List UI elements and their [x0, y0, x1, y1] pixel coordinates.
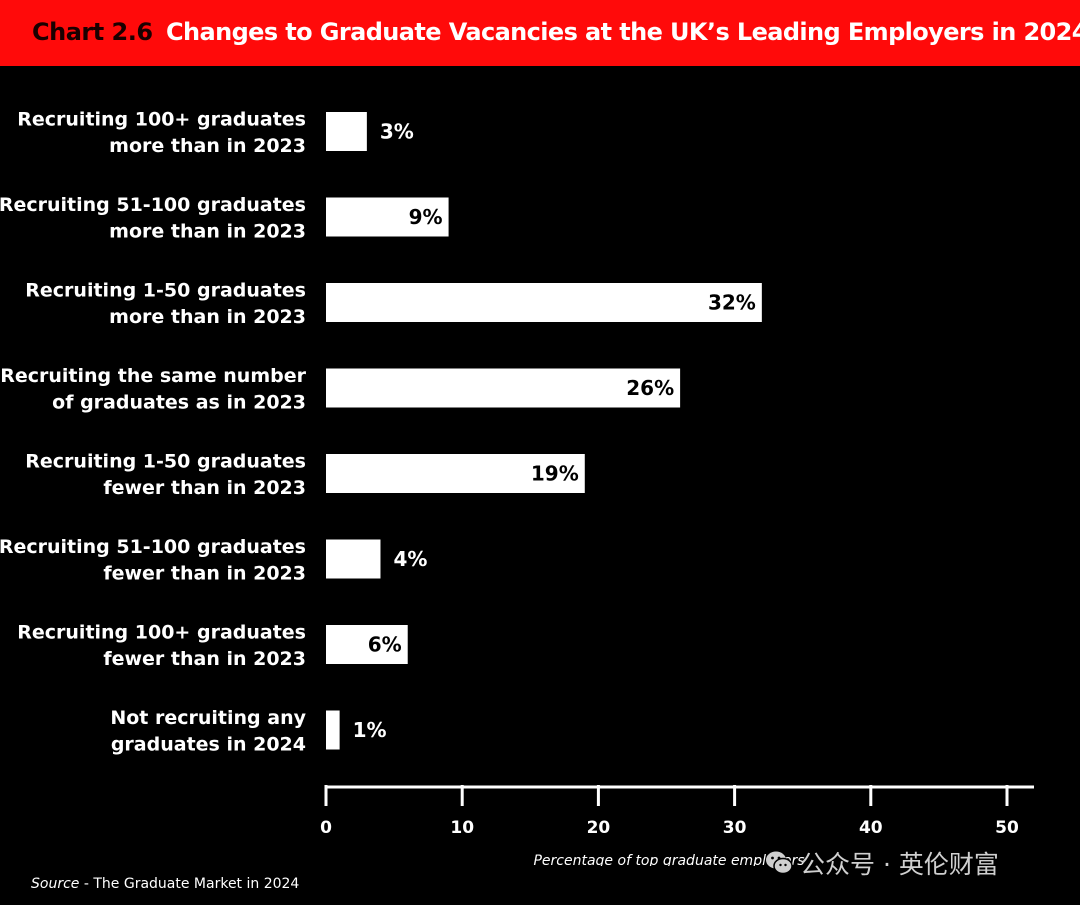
wechat-icon: [766, 851, 793, 875]
data-label: 6%: [368, 633, 402, 657]
bar: [326, 454, 585, 493]
data-label: 1%: [353, 718, 387, 742]
bar: [326, 112, 367, 151]
data-label: 3%: [380, 120, 414, 144]
data-label: 32%: [708, 291, 756, 315]
x-tick-label: 0: [320, 818, 332, 838]
category-label: Recruiting 100+ graduates fewer than in 2…: [17, 622, 306, 671]
source-text: - The Graduate Market in 2024: [79, 876, 300, 892]
bar: [326, 283, 762, 322]
category-label: Recruiting 1-50 graduates fewer than in 2…: [25, 451, 306, 500]
bar: [326, 368, 681, 408]
bar: [326, 197, 449, 237]
x-tick-label: 50: [995, 818, 1019, 838]
bar: [326, 539, 381, 579]
bars-group: Recruiting 100+ graduates more than in 20…: [0, 109, 762, 756]
data-label: 9%: [409, 205, 443, 229]
category-label: Recruiting 100+ graduates more than in 20…: [17, 109, 306, 158]
x-axis: 0 10 20 30 40 50: [320, 785, 1034, 838]
source-word: Source: [31, 876, 80, 892]
data-label: 26%: [626, 376, 674, 400]
x-tick-label: 10: [450, 818, 474, 838]
data-label: 4%: [393, 547, 427, 571]
x-tick-label: 20: [587, 818, 611, 838]
x-tick-label: 30: [723, 818, 747, 838]
category-label: Recruiting 51-100 graduates fewer than in…: [0, 536, 306, 585]
bar: [326, 710, 340, 750]
category-label: Not recruiting any graduates in 2024: [110, 707, 306, 756]
source-note: Source - The Graduate Market in 2024: [31, 876, 299, 892]
bar-chart: Recruiting 100+ graduates more than in 20…: [0, 109, 1034, 866]
x-tick-label: 40: [859, 818, 883, 838]
data-label: 19%: [531, 462, 579, 486]
watermark-text: 公众号 · 英伦财富: [800, 850, 999, 879]
chart-title: Changes to Graduate Vacancies at the UK’…: [166, 18, 1080, 46]
category-label: Recruiting 51-100 graduates more than in …: [0, 194, 306, 243]
category-label: Recruiting the same number of graduates a…: [0, 365, 306, 414]
chart-number: Chart 2.6: [32, 18, 153, 46]
category-label: Recruiting 1-50 graduates more than in 20…: [25, 280, 306, 329]
title-banner: Chart 2.6 Changes to Graduate Vacancies …: [0, 0, 1080, 66]
x-axis-label: Percentage of top graduate employers: [533, 853, 804, 866]
watermark: 公众号 · 英伦财富: [764, 845, 999, 881]
bar: [326, 625, 408, 664]
